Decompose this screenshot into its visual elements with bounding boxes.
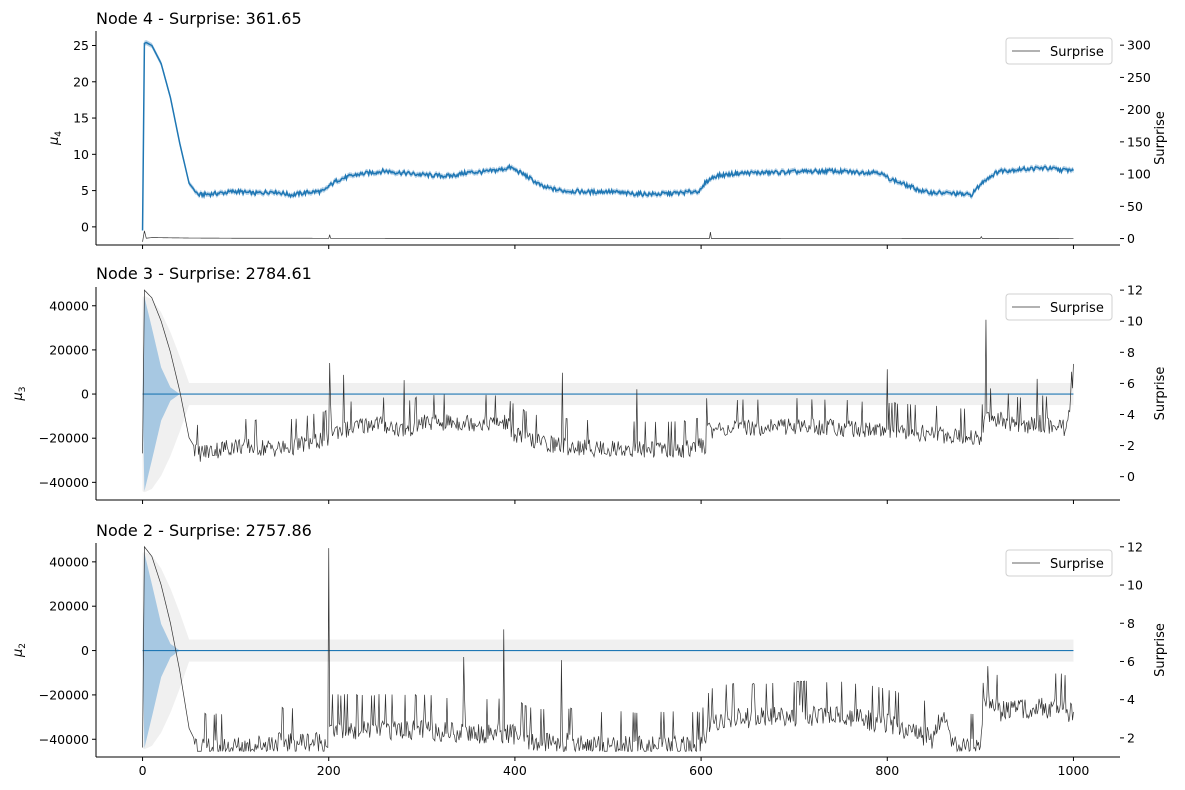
y-tick-label: −20000 (39, 687, 89, 702)
y2-tick-label: 4 (1127, 692, 1135, 707)
y2-axis-label: Surprise (1153, 367, 1168, 421)
y-tick-label: 20000 (49, 342, 89, 357)
x-tick-label: 800 (875, 763, 899, 778)
legend-label: Surprise (1050, 45, 1104, 60)
y-tick-label: 20000 (49, 599, 89, 614)
y2-tick-label: 4 (1127, 407, 1135, 422)
y2-axis-label: Surprise (1153, 623, 1168, 677)
y2-tick-label: 0 (1127, 469, 1135, 484)
y-tick-label: 20 (73, 74, 89, 89)
y2-tick-label: 250 (1127, 70, 1151, 85)
y-axis-label: μ4 (47, 131, 64, 146)
x-tick-label: 0 (139, 763, 147, 778)
surprise-line (142, 545, 1074, 753)
y-tick-label: 40000 (49, 554, 89, 569)
y2-tick-label: 8 (1127, 616, 1135, 631)
x-tick-label: 400 (503, 763, 527, 778)
y-tick-label: −40000 (39, 475, 89, 490)
legend-box (1005, 549, 1113, 577)
y2-tick-label: 10 (1127, 578, 1143, 593)
legend-label: Surprise (1050, 557, 1104, 572)
y2-tick-label: 2 (1127, 438, 1135, 453)
y2-tick-label: 8 (1127, 345, 1135, 360)
panel-node-2: Node 2 - Surprise: 2757.86 0 200 400 600 800… (11, 521, 1168, 778)
y-tick-label: −20000 (39, 431, 89, 446)
y2-tick-label: 6 (1127, 376, 1135, 391)
mean-line (141, 41, 1075, 231)
uncertainty-band (142, 40, 1074, 234)
y-tick-label: 40000 (49, 298, 89, 313)
y-tick-label: 5 (81, 183, 89, 198)
y-tick-label: 25 (73, 38, 89, 53)
y2-tick-label: 300 (1127, 38, 1151, 53)
surprise-line (142, 289, 1074, 462)
legend-label: Surprise (1050, 301, 1104, 316)
x-tick-label: 200 (317, 763, 341, 778)
x-tick-label: 600 (689, 763, 713, 778)
surprise-line (142, 230, 1074, 242)
y2-tick-label: 150 (1127, 134, 1151, 149)
panel-node-4: Node 4 - Surprise: 361.65 05101520250501… (47, 9, 1168, 249)
legend-box (1005, 293, 1113, 321)
y2-tick-label: 12 (1127, 283, 1143, 298)
panel-title: Node 4 - Surprise: 361.65 (96, 9, 302, 28)
y-axis-label: μ2 (11, 643, 28, 658)
y-tick-label: 10 (73, 147, 89, 162)
y2-tick-label: 12 (1127, 539, 1143, 554)
y2-tick-label: 200 (1127, 102, 1151, 117)
y2-tick-label: 50 (1127, 199, 1143, 214)
y2-tick-label: 0 (1127, 231, 1135, 246)
y2-axis-label: Surprise (1153, 111, 1168, 165)
y-axis-label: μ3 (11, 386, 28, 401)
y-tick-label: 15 (73, 111, 89, 126)
panel-node-3: Node 3 - Surprise: 2784.61 −40000 −20000 0… (11, 264, 1168, 504)
panel-title: Node 3 - Surprise: 2784.61 (96, 264, 312, 283)
plot-area: 0 200 400 600 800 1000 −40000 −20000 0 20000 40000… (11, 539, 1168, 778)
y2-tick-label: 6 (1127, 654, 1135, 669)
y-tick-label: −40000 (39, 732, 89, 747)
plot-area: −40000 −20000 0 20000 40000 0 2 4 6 8 10 12 μ3 Surpri… (11, 283, 1168, 504)
x-tick-label: 1000 (1058, 763, 1090, 778)
y2-tick-label: 2 (1127, 730, 1135, 745)
y-tick-label: 0 (81, 219, 89, 234)
panel-title: Node 2 - Surprise: 2757.86 (96, 521, 312, 540)
legend-box (1005, 37, 1113, 65)
y2-tick-label: 100 (1127, 167, 1151, 182)
y-tick-label: 0 (81, 643, 89, 658)
y-tick-label: 0 (81, 387, 89, 402)
y2-tick-label: 10 (1127, 314, 1143, 329)
